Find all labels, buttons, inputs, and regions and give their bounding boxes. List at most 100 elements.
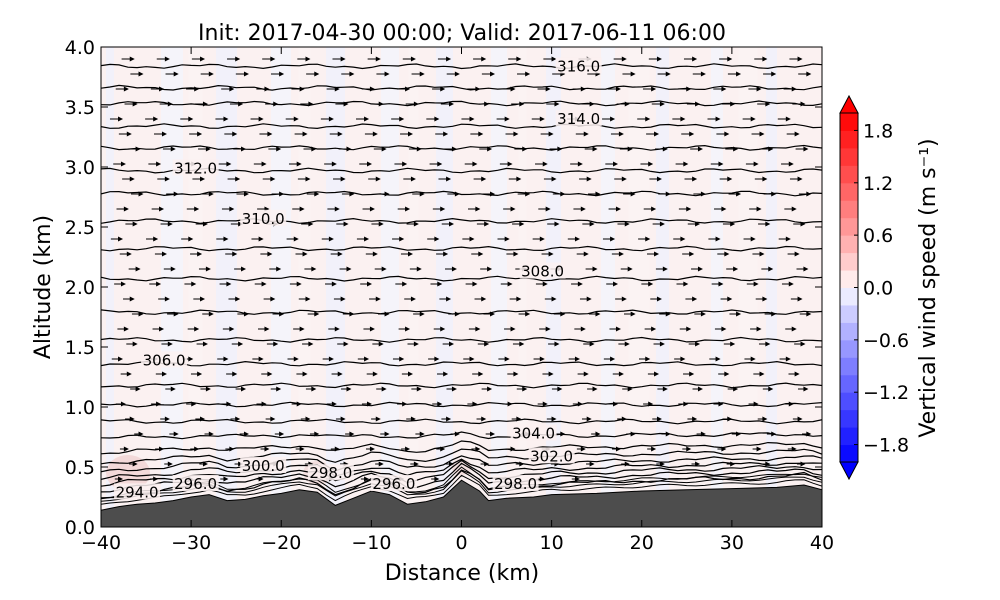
wind-arrow [127, 146, 141, 152]
wind-arrow-head [188, 236, 194, 242]
wind-arrow [446, 386, 457, 392]
wind-arrow-head [507, 161, 513, 167]
wind-arrow-head [413, 101, 419, 107]
wind-arrow [481, 71, 496, 77]
wind-arrow-head [484, 101, 490, 107]
wind-arrow-head [615, 446, 621, 452]
wind-arrow-head [123, 446, 129, 452]
wind-arrow-head [785, 236, 791, 242]
wind-arrow-head [235, 416, 241, 422]
wind-arrow-head [305, 296, 311, 302]
wind-arrow-head [548, 251, 554, 257]
wind-arrow [588, 311, 601, 317]
wind-arrow-head [405, 446, 411, 452]
wind-arrow-head [621, 176, 627, 182]
wind-arrow-head [545, 86, 551, 92]
wind-arrow [623, 191, 636, 197]
wind-arrow [683, 56, 698, 62]
wind-arrow-head [159, 326, 165, 332]
contour-label: 296.0 [372, 475, 415, 493]
wind-arrow-head [314, 71, 320, 77]
isentrope-line [101, 217, 822, 224]
vertical-wind-shading [106, 47, 812, 527]
wind-arrow-head [384, 191, 390, 197]
wind-arrow [228, 296, 241, 302]
wind-arrow-head [410, 296, 416, 302]
wind-arrow-head [194, 86, 200, 92]
wind-arrow [483, 311, 496, 317]
wind-arrow-head [727, 56, 733, 62]
wind-arrow [320, 116, 334, 122]
wind-arrow-head [665, 311, 671, 317]
wind-arrow-head [408, 371, 414, 377]
wind-arrow-head [478, 131, 484, 137]
wind-arrow-head [167, 221, 173, 227]
wind-arrow-head [794, 131, 800, 137]
wind-arrow-head [803, 266, 809, 272]
wind-arrow [638, 236, 651, 242]
wind-arrow-head [446, 176, 452, 182]
wind-arrow [654, 146, 668, 152]
colorbar-segment [840, 444, 858, 463]
wind-arrow [260, 446, 270, 452]
shading-band [738, 47, 758, 527]
wind-arrow [482, 191, 496, 197]
wind-arrow-head [135, 266, 141, 272]
wind-arrow-head [800, 101, 806, 107]
wind-arrow-head [472, 161, 478, 167]
wind-arrow-head [197, 251, 203, 257]
wind-arrow [713, 86, 727, 92]
wind-arrow-head [264, 326, 270, 332]
wind-arrow-head [469, 356, 475, 362]
wind-arrow-head [519, 221, 525, 227]
wind-arrow-head [437, 401, 443, 407]
wind-arrow-head [692, 176, 698, 182]
wind-arrow-head [791, 86, 797, 92]
wind-arrow-head [159, 206, 165, 212]
contour-label-bg [528, 447, 575, 464]
wind-arrow [400, 131, 414, 137]
wind-arrow [437, 371, 449, 377]
contour-label: 312.0 [174, 159, 217, 177]
wind-arrow-head [229, 446, 235, 452]
wind-arrow [195, 416, 206, 422]
isentrope-line [101, 245, 822, 252]
wind-arrow [374, 266, 387, 272]
wind-arrow [515, 461, 525, 467]
wind-arrow-head [551, 56, 557, 62]
wind-arrow [445, 266, 457, 272]
wind-arrow-head [765, 101, 771, 107]
wind-arrow-head [258, 236, 264, 242]
wind-arrow-head [369, 206, 375, 212]
wind-arrow-head [454, 191, 460, 197]
wind-arrow [674, 356, 686, 362]
wind-arrow [233, 146, 247, 152]
isentrope-line [101, 401, 822, 408]
wind-arrow-head [226, 161, 232, 167]
wind-arrow [506, 251, 519, 257]
wind-arrow [684, 176, 698, 182]
wind-arrow [155, 371, 167, 377]
wind-arrow-head [700, 191, 706, 197]
wind-arrow [652, 416, 662, 422]
wind-arrow [579, 296, 592, 302]
wind-arrow [300, 101, 314, 107]
shading-band [793, 47, 812, 527]
wind-arrow [397, 401, 408, 407]
wind-arrow-head [118, 476, 124, 482]
wind-arrow [154, 251, 167, 257]
wind-arrow-head [715, 356, 721, 362]
wind-arrow-head [264, 86, 270, 92]
wind-arrow-head [475, 86, 481, 92]
wind-arrow [154, 131, 167, 137]
wind-arrow [152, 326, 165, 332]
wind-arrow-head [645, 356, 651, 362]
wind-arrow-head [123, 86, 129, 92]
wind-arrow-head [331, 401, 337, 407]
wind-arrow-head [223, 116, 229, 122]
wind-arrow [370, 101, 384, 107]
wind-arrow-head [293, 236, 299, 242]
wind-arrow [366, 371, 378, 377]
wind-arrow [584, 146, 598, 152]
wind-arrow [676, 281, 689, 287]
